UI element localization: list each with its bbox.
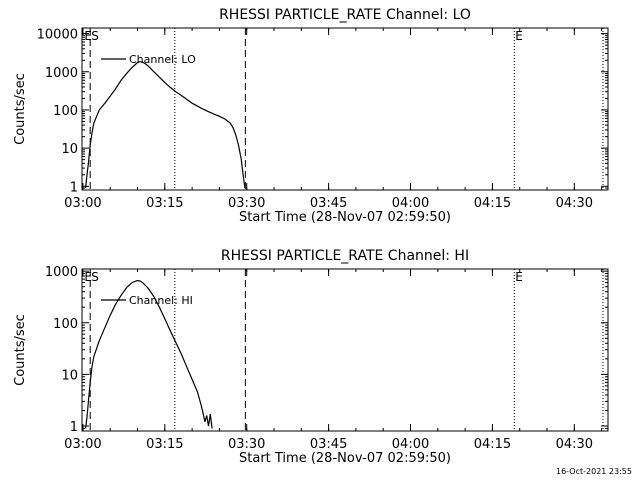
x-tick-label: 03:15 xyxy=(146,437,183,452)
y-tick-label: 10000 xyxy=(37,28,78,43)
x-tick-label: 03:00 xyxy=(64,196,101,211)
chart-title: RHESSI PARTICLE_RATE Channel: HI xyxy=(221,248,469,264)
chart-panel-1: RHESSI PARTICLE_RATE Channel: LO 03:00 03:… xyxy=(13,7,609,225)
y-tick-label: 1 xyxy=(70,420,78,435)
event-marker: S xyxy=(91,29,99,43)
plot-frame xyxy=(81,27,609,191)
series-line xyxy=(85,60,246,189)
event-marker: E xyxy=(84,270,92,284)
x-tick-label: 04:30 xyxy=(556,196,593,211)
event-marker: E xyxy=(84,29,92,43)
y-tick-label: 100 xyxy=(53,317,78,332)
series-line xyxy=(85,279,213,429)
x-tick-label: 04:15 xyxy=(474,196,511,211)
timestamp-footer: 16-Oct-2021 23:55 xyxy=(556,467,632,476)
x-tick-label: 04:15 xyxy=(474,437,511,452)
x-tick-label: 03:30 xyxy=(228,437,265,452)
y-tick-label: 100 xyxy=(53,104,78,119)
y-tick-label: 1000 xyxy=(45,66,78,81)
x-tick-label: 03:45 xyxy=(310,437,347,452)
legend-label: Channel: HI xyxy=(129,294,193,307)
x-axis-label: Start Time (28-Nov-07 02:59:50) xyxy=(239,451,451,466)
y-tick-label: 10 xyxy=(61,368,78,383)
y-axis-label: Counts/sec xyxy=(13,73,28,145)
x-axis-label: Start Time (28-Nov-07 02:59:50) xyxy=(239,210,451,225)
legend-label: Channel: LO xyxy=(129,53,196,66)
x-tick-label: 03:30 xyxy=(228,196,265,211)
x-tick-label: 03:15 xyxy=(146,196,183,211)
event-marker: E xyxy=(515,270,523,284)
y-axis-label: Counts/sec xyxy=(13,314,28,386)
y-tick-label: 10 xyxy=(61,142,78,157)
x-tick-label: 04:00 xyxy=(392,437,429,452)
x-tick-label: 04:00 xyxy=(392,196,429,211)
y-tick-label: 1 xyxy=(70,180,78,195)
chart-panel-2: RHESSI PARTICLE_RATE Channel: HI 03:00 03:… xyxy=(13,248,609,466)
x-tick-label: 03:45 xyxy=(310,196,347,211)
x-tick-label: 03:00 xyxy=(64,437,101,452)
x-tick-label: 04:30 xyxy=(556,437,593,452)
event-marker: S xyxy=(91,270,99,284)
event-marker: E xyxy=(515,29,523,43)
y-tick-label: 1000 xyxy=(45,265,78,280)
chart-title: RHESSI PARTICLE_RATE Channel: LO xyxy=(219,7,471,23)
